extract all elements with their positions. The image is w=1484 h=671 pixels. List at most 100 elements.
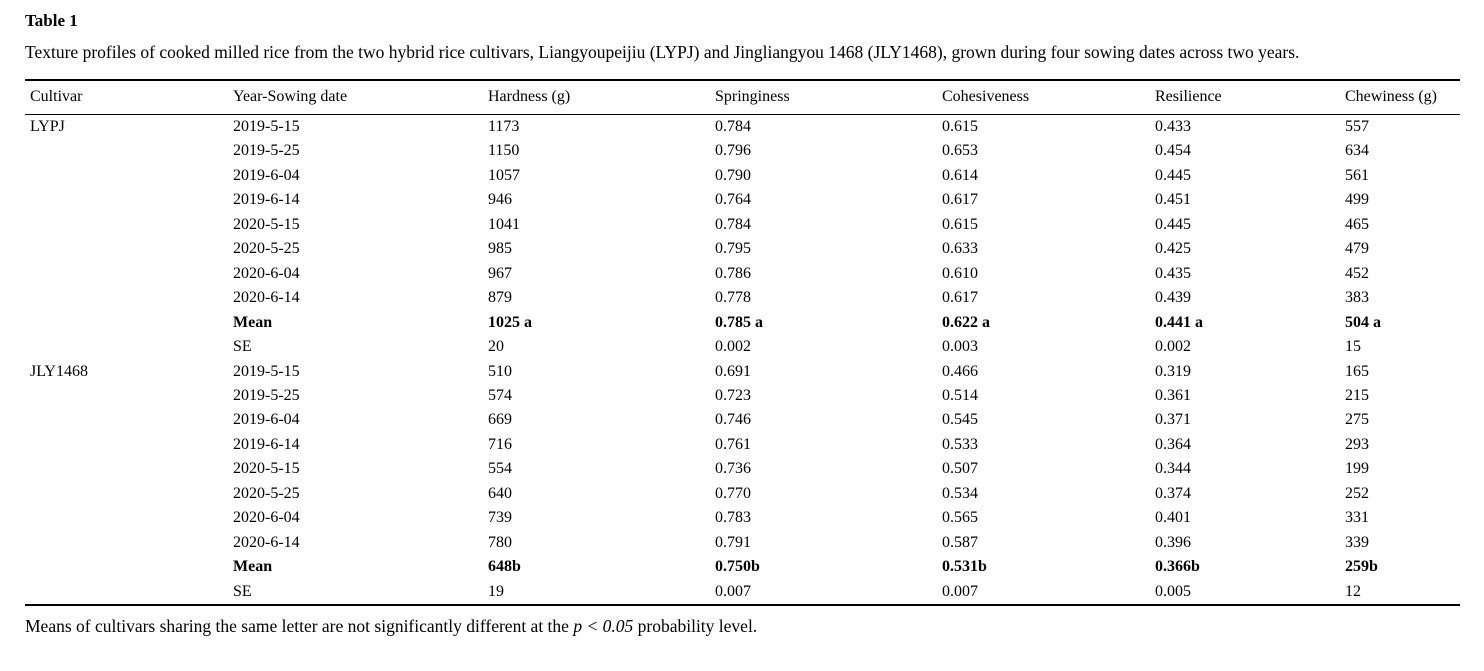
cell-chewiness: 452: [1345, 264, 1369, 282]
cell-springiness: 0.764: [715, 191, 751, 209]
cell-cultivar: [25, 164, 228, 188]
cell-springiness: 0.736: [715, 460, 751, 478]
cell-chewiness: 293: [1345, 435, 1369, 453]
cell-cohesiveness: 0.531b: [942, 558, 987, 576]
cell-springiness: 0.007: [715, 582, 751, 600]
cell-springiness: 0.784: [715, 118, 751, 135]
cell-cohesiveness: 0.587: [942, 533, 978, 551]
cell-springiness: 0.770: [715, 484, 751, 502]
column-header-cohesiveness: Cohesiveness: [937, 80, 1150, 115]
table-row: JLY1468 2019-5-15 510 0.691 0.466 0.319 165: [25, 360, 1460, 384]
cell-chewiness: 561: [1345, 166, 1369, 184]
cell-cultivar: [25, 237, 228, 261]
cell-chewiness: 465: [1345, 215, 1369, 233]
cell-springiness: 0.761: [715, 435, 751, 453]
cell-year-sowing-date: 2019-6-14: [233, 435, 300, 453]
cell-chewiness: 275: [1345, 411, 1369, 429]
cell-resilience: 0.371: [1155, 411, 1191, 429]
comparison-operator: <: [582, 616, 603, 637]
cell-hardness: 716: [488, 435, 512, 453]
cell-cultivar: [25, 555, 228, 579]
cell-hardness: 1041: [488, 215, 520, 233]
cell-springiness: 0.786: [715, 264, 751, 282]
cell-springiness: 0.746: [715, 411, 751, 429]
cell-cohesiveness: 0.533: [942, 435, 978, 453]
table-caption: Texture profiles of cooked milled rice f…: [25, 42, 1300, 62]
cell-hardness: 967: [488, 264, 512, 282]
cell-resilience: 0.445: [1155, 166, 1191, 184]
cell-year-sowing-date: 2019-5-25: [233, 386, 300, 404]
cell-hardness: 648b: [488, 558, 521, 576]
cell-chewiness: 383: [1345, 289, 1369, 307]
table-row: LYPJ 2019-5-15 1173 0.784 0.615 0.433 557: [25, 115, 1460, 140]
cell-chewiness: 15: [1345, 338, 1361, 356]
table-row: 2020-6-14 879 0.778 0.617 0.439 383: [25, 286, 1460, 310]
table-row: SE 19 0.007 0.007 0.005 12: [25, 580, 1460, 605]
table-row: 2020-5-15 554 0.736 0.507 0.344 199: [25, 457, 1460, 481]
cell-resilience: 0.441 a: [1155, 313, 1203, 331]
cell-hardness: 739: [488, 509, 512, 527]
cell-resilience: 0.445: [1155, 215, 1191, 233]
column-header-cultivar: Cultivar: [25, 80, 228, 115]
cell-cohesiveness: 0.507: [942, 460, 978, 478]
cell-cultivar: [25, 457, 228, 481]
p-symbol: p: [573, 616, 583, 637]
cell-cohesiveness: 0.514: [942, 386, 978, 404]
cell-resilience: 0.439: [1155, 289, 1191, 307]
table-row: 2019-6-14 716 0.761 0.533 0.364 293: [25, 433, 1460, 457]
texture-profiles-table: Cultivar Year-Sowing date Hardness (g) Spri…: [25, 79, 1460, 607]
cell-hardness: 574: [488, 386, 512, 404]
cell-resilience: 0.002: [1155, 338, 1191, 356]
cell-hardness: 946: [488, 191, 512, 209]
cell-resilience: 0.433: [1155, 118, 1191, 135]
cell-year-sowing-date: 2020-5-25: [233, 240, 300, 258]
cell-year-sowing-date: 2019-6-04: [233, 166, 300, 184]
table-row: 2020-5-25 640 0.770 0.534 0.374 252: [25, 482, 1460, 506]
column-header-year-sowing-date: Year-Sowing date: [228, 80, 483, 115]
cell-cultivar: [25, 580, 228, 605]
cell-chewiness: 479: [1345, 240, 1369, 258]
cell-springiness: 0.784: [715, 215, 751, 233]
cell-cultivar: [25, 482, 228, 506]
cell-springiness: 0.002: [715, 338, 751, 356]
p-threshold: 0.05: [602, 616, 634, 637]
cell-resilience: 0.344: [1155, 460, 1191, 478]
table-row: 2019-5-25 574 0.723 0.514 0.361 215: [25, 384, 1460, 408]
table-row: 2020-6-04 967 0.786 0.610 0.435 452: [25, 262, 1460, 286]
table-row: 2020-6-04 739 0.783 0.565 0.401 331: [25, 506, 1460, 530]
cell-cohesiveness: 0.610: [942, 264, 978, 282]
cell-springiness: 0.778: [715, 289, 751, 307]
cell-cultivar: [25, 335, 228, 359]
cell-springiness: 0.723: [715, 386, 751, 404]
cell-year-sowing-date: 2019-5-25: [233, 142, 300, 160]
table-row: Mean 648b 0.750b 0.531b 0.366b 259b: [25, 555, 1460, 579]
cell-cultivar: [25, 286, 228, 310]
cell-resilience: 0.454: [1155, 142, 1191, 160]
cell-cohesiveness: 0.466: [942, 362, 978, 380]
cell-cultivar: [25, 262, 228, 286]
column-header-chewiness: Chewiness (g): [1340, 80, 1460, 115]
cell-year-sowing-date: 2019-5-15: [233, 118, 300, 135]
cell-year-sowing-date: 2020-5-15: [233, 215, 300, 233]
cell-hardness: 1057: [488, 166, 520, 184]
cell-cultivar: [25, 311, 228, 335]
cell-resilience: 0.425: [1155, 240, 1191, 258]
cell-resilience: 0.005: [1155, 582, 1191, 600]
cell-cultivar: [25, 139, 228, 163]
column-header-resilience: Resilience: [1150, 80, 1340, 115]
cell-year-sowing-date: 2020-6-04: [233, 509, 300, 527]
cell-hardness: 1150: [488, 142, 520, 160]
cell-cultivar: [25, 408, 228, 432]
cell-resilience: 0.319: [1155, 362, 1191, 380]
cell-hardness: 640: [488, 484, 512, 502]
cell-springiness: 0.691: [715, 362, 751, 380]
cell-year-sowing-date: 2020-6-14: [233, 289, 300, 307]
cell-resilience: 0.451: [1155, 191, 1191, 209]
cell-year-sowing-date: SE: [233, 582, 252, 600]
cell-cohesiveness: 0.003: [942, 338, 978, 356]
cell-cohesiveness: 0.633: [942, 240, 978, 258]
cell-year-sowing-date: 2019-6-04: [233, 411, 300, 429]
cell-year-sowing-date: 2020-6-14: [233, 533, 300, 551]
table-row: 2019-5-25 1150 0.796 0.653 0.454 634: [25, 139, 1460, 163]
cell-chewiness: 557: [1345, 118, 1369, 135]
